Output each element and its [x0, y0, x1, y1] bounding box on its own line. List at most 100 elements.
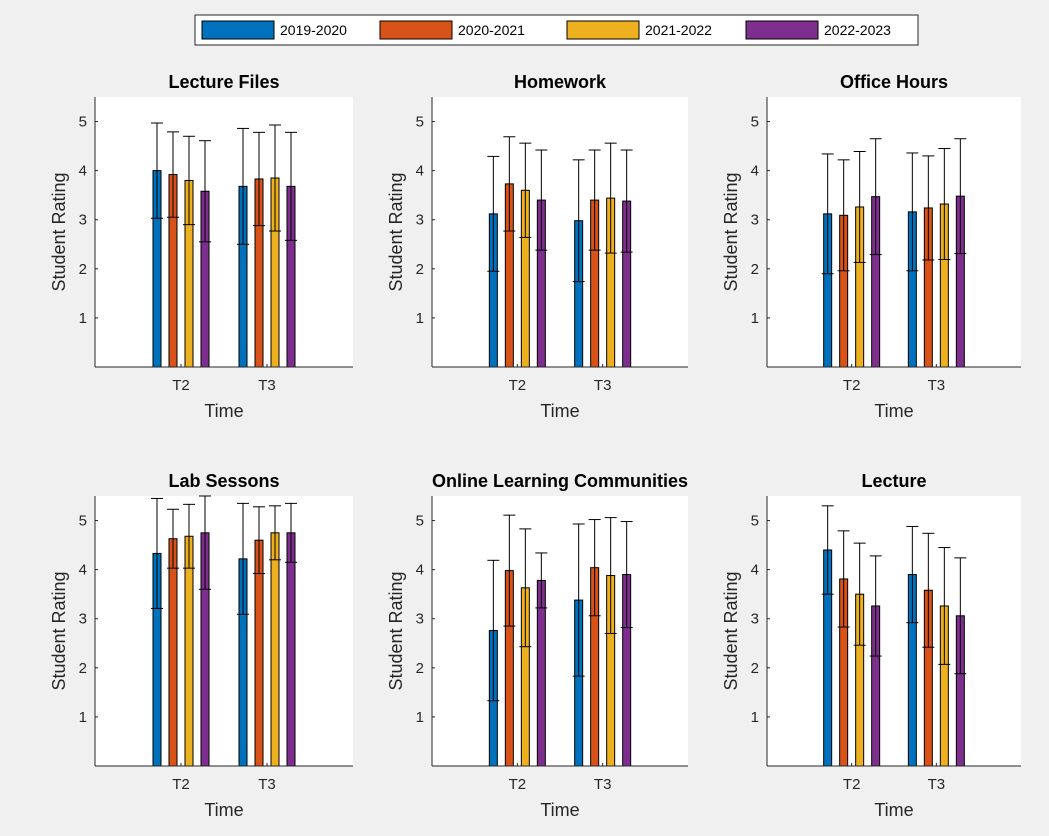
error-bar-2019-2020-T2 — [487, 155, 500, 272]
y-tick-label-1: 1 — [79, 709, 87, 726]
legend: 2019-2020 2020-2021 2021-2022 2022-2023 — [194, 14, 919, 46]
y-tick-label-3: 3 — [416, 212, 424, 229]
plot-area — [432, 496, 688, 766]
error-bar-2020-2021-T3 — [922, 155, 935, 261]
legend-swatch-2022-2023 — [745, 20, 819, 40]
error-bar-2019-2020-T2 — [821, 505, 834, 595]
bar-2022-2023-T3 — [286, 532, 296, 767]
error-bar-2020-2021-T3 — [253, 131, 265, 227]
error-bar-2020-2021-T2 — [167, 508, 179, 569]
error-bar-2020-2021-T3 — [253, 506, 265, 575]
error-bar-2022-2023-T2 — [535, 149, 548, 251]
error-bar-2019-2020-T3 — [572, 523, 585, 677]
legend-swatch-2019-2020 — [201, 20, 275, 40]
x-tick-label-T3: T3 — [594, 377, 612, 394]
legend-label-2020-2021: 2020-2021 — [458, 22, 525, 38]
error-bar-2019-2020-T2 — [487, 559, 500, 702]
x-tick-label-T2: T2 — [843, 776, 861, 793]
bar-2021-2022-T3 — [270, 532, 280, 767]
error-bar-2019-2020-T2 — [821, 153, 834, 275]
y-tick-label-1: 1 — [416, 310, 424, 327]
error-bar-2022-2023-T3 — [954, 138, 967, 255]
subplot-title: Office Hours — [840, 72, 948, 92]
error-bar-2022-2023-T3 — [285, 502, 297, 563]
x-tick-label-T2: T2 — [509, 776, 527, 793]
y-tick-label-2: 2 — [79, 261, 87, 278]
error-bar-2020-2021-T3 — [588, 149, 601, 251]
error-bar-2022-2023-T2 — [869, 138, 882, 256]
y-tick-label-1: 1 — [751, 310, 759, 327]
error-bar-2021-2022-T2 — [183, 135, 195, 226]
subplot-grid: 1 2 3 4 5 T2 T3 Lecture Files Time Student Rating… — [49, 72, 1021, 820]
y-tick-label-4: 4 — [79, 163, 87, 180]
plot-area — [767, 97, 1021, 367]
y-axis-label: Student Rating — [386, 172, 406, 291]
subplot-6: 1 2 3 4 5 T2 T3 Lecture Time Student Rating — [721, 471, 1021, 820]
plot-area — [95, 496, 353, 766]
y-tick-label-3: 3 — [751, 611, 759, 628]
x-tick-label-T2: T2 — [509, 377, 527, 394]
y-tick-label-3: 3 — [79, 611, 87, 628]
y-tick-label-2: 2 — [416, 261, 424, 278]
legend-swatch-2021-2022 — [566, 20, 640, 40]
y-axis-label: Student Rating — [49, 571, 69, 690]
plot-area — [95, 97, 353, 367]
error-bar-2019-2020-T3 — [572, 159, 585, 283]
x-tick-label-T3: T3 — [258, 377, 276, 394]
error-bar-2020-2021-T2 — [837, 159, 850, 272]
x-axis-label: Time — [540, 800, 579, 820]
x-tick-label-T2: T2 — [843, 377, 861, 394]
error-bar-2020-2021-T2 — [837, 530, 850, 628]
error-bar-2022-2023-T3 — [620, 521, 633, 629]
subplot-title: Lecture — [861, 471, 926, 491]
plot-area — [767, 496, 1021, 766]
error-bar-2022-2023-T3 — [954, 557, 967, 675]
legend-swatch-2020-2021 — [379, 20, 453, 40]
error-bar-2022-2023-T2 — [199, 495, 211, 590]
y-tick-label-4: 4 — [751, 163, 759, 180]
y-tick-label-5: 5 — [751, 513, 759, 530]
y-axis-label: Student Rating — [721, 172, 741, 291]
subplot-2: 1 2 3 4 5 T2 T3 Homework Time Student Rating — [386, 72, 688, 421]
error-bar-2019-2020-T3 — [237, 127, 249, 245]
y-tick-label-5: 5 — [416, 114, 424, 131]
error-bar-2020-2021-T2 — [503, 136, 516, 232]
y-tick-label-5: 5 — [416, 513, 424, 530]
y-tick-label-4: 4 — [79, 562, 87, 579]
error-bar-2021-2022-T3 — [269, 124, 281, 232]
error-bar-2022-2023-T3 — [285, 131, 297, 241]
subplot-title: Lecture Files — [168, 72, 279, 92]
error-bar-2021-2022-T3 — [604, 142, 617, 254]
y-tick-label-2: 2 — [416, 660, 424, 677]
bar-2021-2022-T2 — [184, 535, 194, 767]
y-tick-label-1: 1 — [416, 709, 424, 726]
x-tick-label-T3: T3 — [928, 377, 946, 394]
plot-area — [432, 97, 688, 367]
y-tick-label-1: 1 — [79, 310, 87, 327]
y-tick-label-1: 1 — [751, 709, 759, 726]
y-tick-label-3: 3 — [79, 212, 87, 229]
y-tick-label-3: 3 — [416, 611, 424, 628]
error-bar-2019-2020-T2 — [151, 122, 163, 219]
subplot-title: Online Learning Communities — [432, 471, 688, 491]
y-tick-label-3: 3 — [751, 212, 759, 229]
legend-label-2019-2020: 2019-2020 — [280, 22, 347, 38]
y-tick-label-5: 5 — [79, 114, 87, 131]
x-tick-label-T2: T2 — [172, 377, 190, 394]
x-tick-label-T2: T2 — [172, 776, 190, 793]
error-bar-2020-2021-T2 — [167, 131, 179, 218]
subplot-title: Lab Sessons — [168, 471, 279, 491]
y-tick-label-2: 2 — [751, 660, 759, 677]
y-tick-label-4: 4 — [751, 562, 759, 579]
error-bar-2019-2020-T3 — [906, 525, 919, 624]
subplot-3: 1 2 3 4 5 T2 T3 Office Hours Time Student Rating — [721, 72, 1021, 421]
x-tick-label-T3: T3 — [594, 776, 612, 793]
error-bar-2021-2022-T2 — [853, 542, 866, 646]
y-tick-label-2: 2 — [751, 261, 759, 278]
subplot-1: 1 2 3 4 5 T2 T3 Lecture Files Time Student Rating — [49, 72, 353, 421]
error-bar-2019-2020-T3 — [237, 502, 249, 615]
subplot-5: 1 2 3 4 5 T2 T3 Online Learning Communities Time… — [386, 471, 688, 820]
error-bar-2021-2022-T2 — [183, 503, 195, 569]
x-tick-label-T3: T3 — [928, 776, 946, 793]
